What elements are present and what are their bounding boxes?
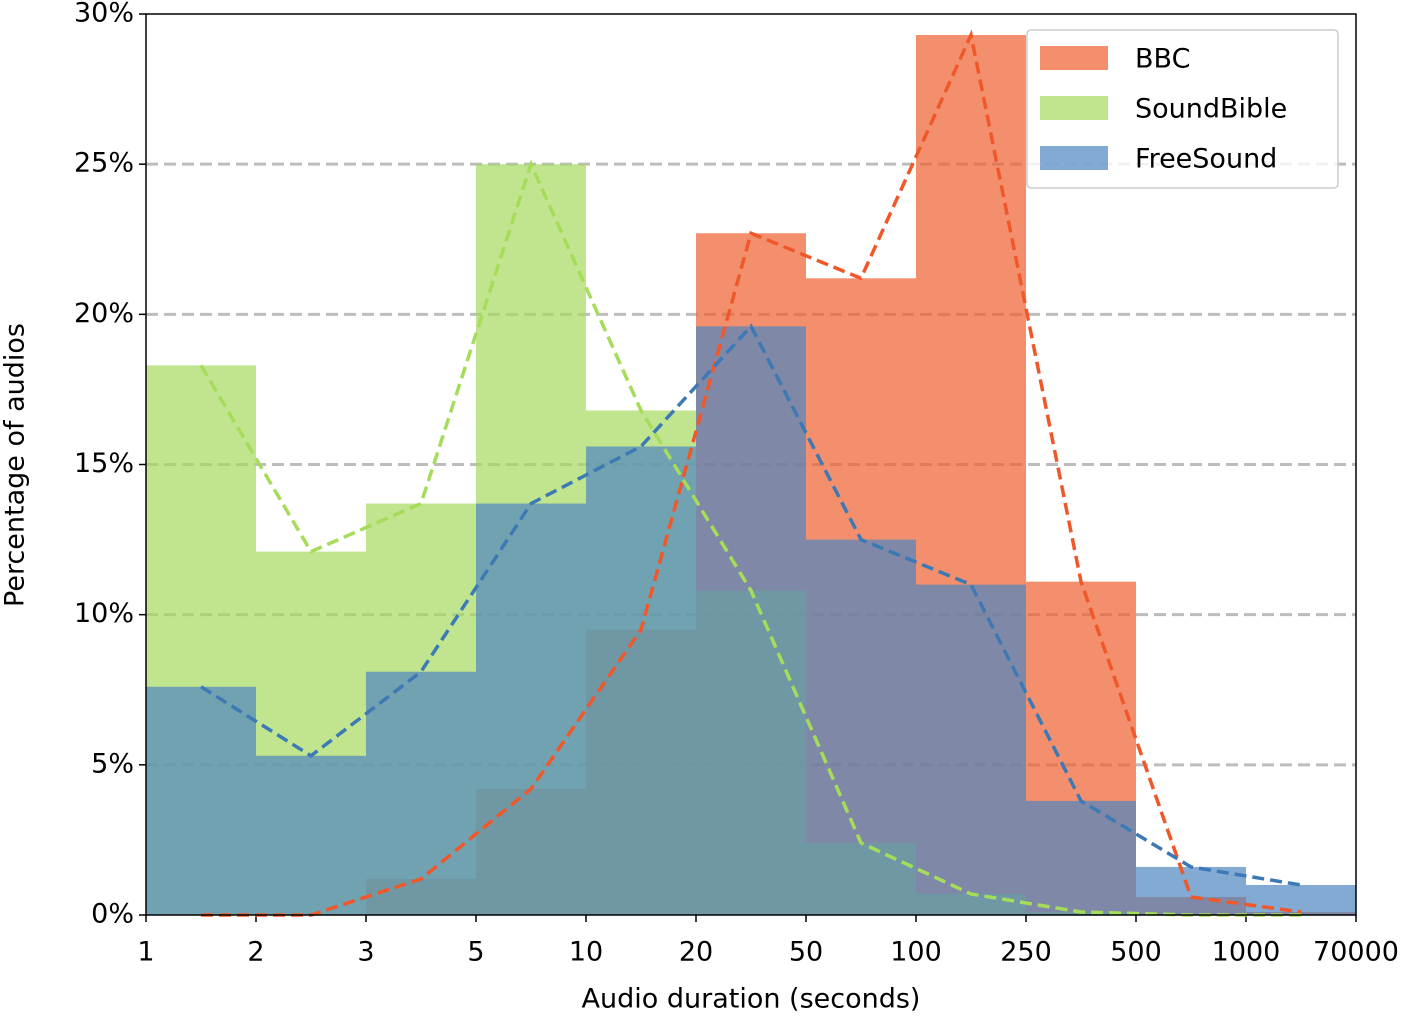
bar — [476, 503, 586, 915]
legend-swatch — [1040, 96, 1108, 120]
x-tick-label: 5 — [467, 937, 484, 968]
y-tick-label: 30% — [74, 0, 134, 29]
bar — [916, 584, 1026, 915]
trend-line — [201, 29, 1302, 917]
bar — [696, 326, 806, 915]
bar — [256, 755, 366, 915]
bar — [366, 671, 476, 915]
bar — [586, 446, 696, 915]
bar — [1026, 800, 1136, 915]
plot-frame — [145, 13, 1357, 916]
x-tick-label: 1000 — [1212, 937, 1281, 968]
x-tick-label: 500 — [1110, 937, 1162, 968]
x-tick-label: 70000 — [1313, 937, 1399, 968]
x-tick-label: 250 — [1000, 937, 1052, 968]
legend-label: SoundBible — [1135, 94, 1287, 125]
bar — [1246, 884, 1356, 915]
bar — [146, 686, 256, 915]
x-tick-label: 100 — [890, 937, 942, 968]
legend-swatch — [1040, 146, 1108, 170]
x-tick-label: 20 — [679, 937, 713, 968]
legend-swatch — [1040, 46, 1108, 70]
x-tick-label: 1 — [137, 937, 154, 968]
x-tick-label: 10 — [569, 937, 603, 968]
x-tick-label: 2 — [247, 937, 264, 968]
bar — [806, 539, 916, 915]
x-tick-label: 50 — [789, 937, 823, 968]
y-tick-label: 5% — [91, 748, 134, 779]
y-tick-label: 15% — [74, 448, 134, 479]
trend-line — [199, 159, 1301, 917]
y-tick-label: 0% — [91, 899, 134, 930]
bar — [1136, 866, 1246, 915]
y-tick-label: 20% — [74, 298, 134, 329]
legend-label: FreeSound — [1135, 144, 1277, 175]
x-axis-label: Audio duration (seconds) — [582, 984, 921, 1015]
trend-line — [200, 323, 1302, 887]
y-tick-label: 25% — [74, 148, 134, 179]
legend-label: BBC — [1135, 44, 1190, 75]
y-axis-label: Percentage of audios — [0, 323, 31, 607]
y-tick-label: 10% — [74, 598, 134, 629]
x-tick-label: 3 — [357, 937, 374, 968]
